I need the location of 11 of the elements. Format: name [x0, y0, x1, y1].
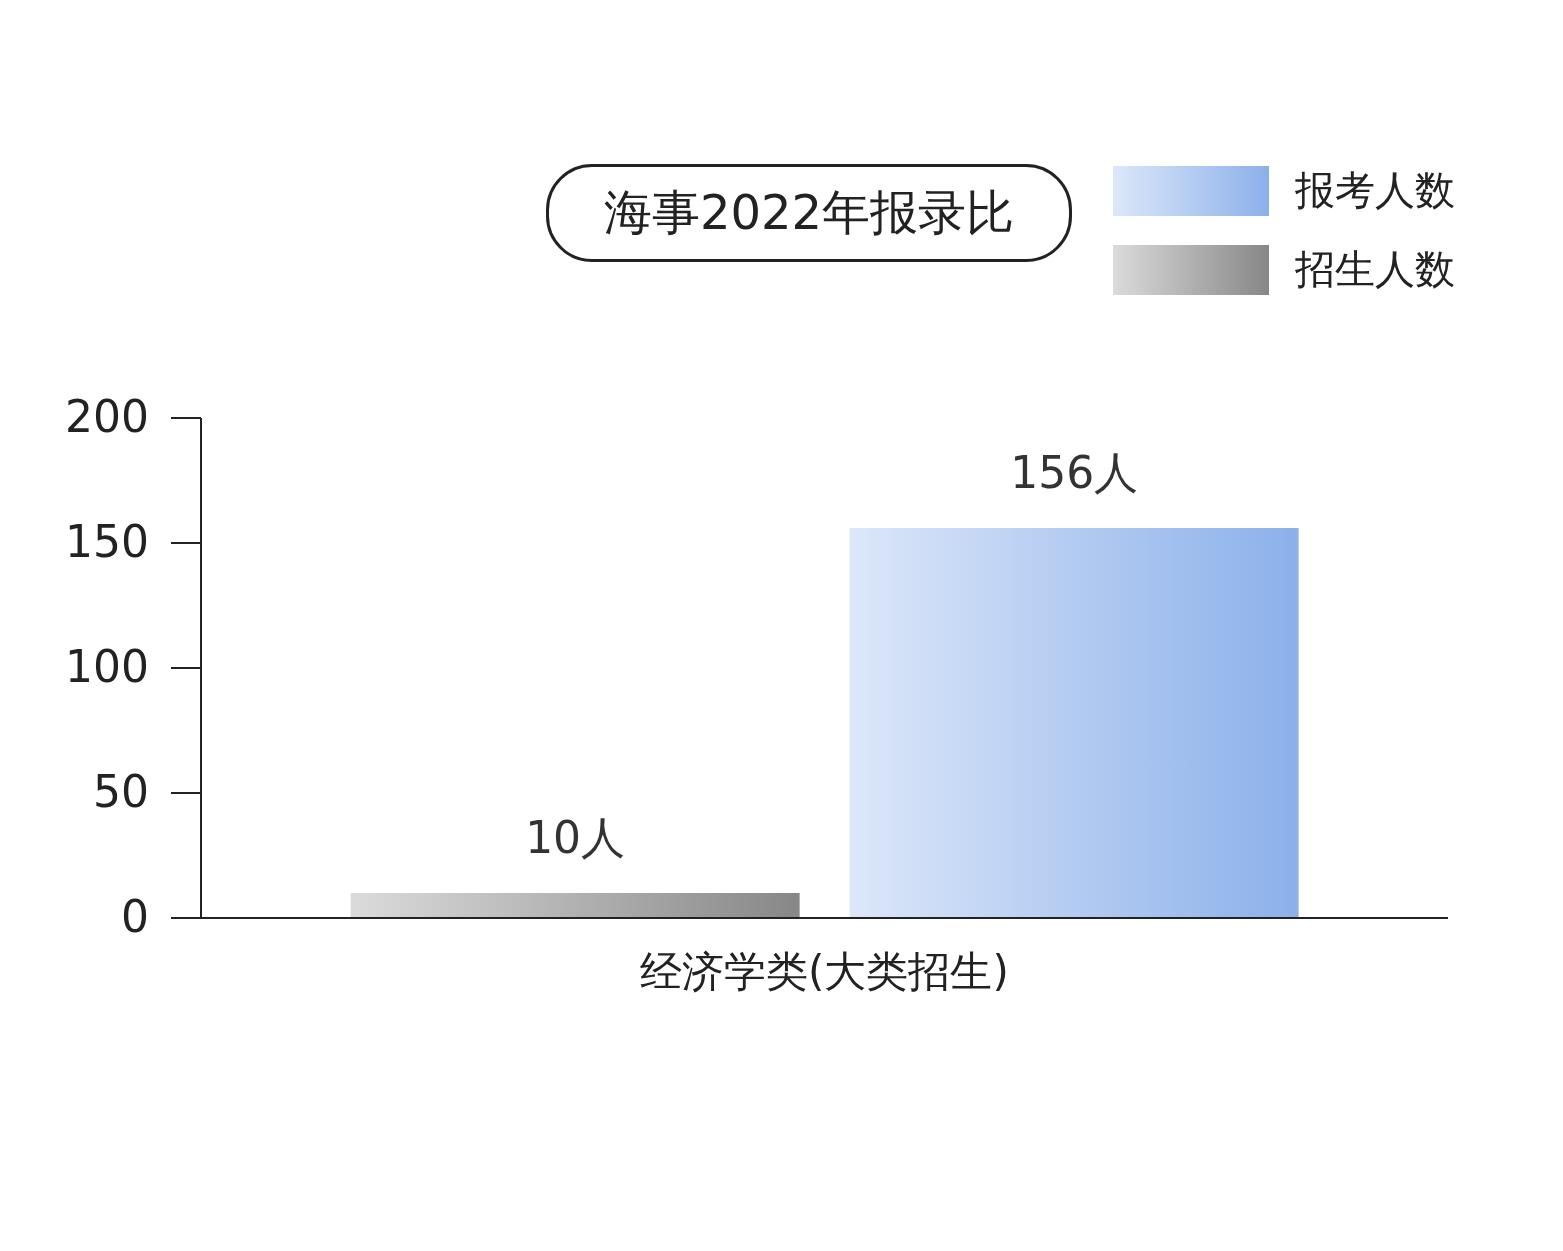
- data-label: 10人: [525, 812, 626, 863]
- y-tick-label: 200: [65, 391, 149, 442]
- y-tick-label: 50: [93, 766, 149, 817]
- legend-label: 报考人数: [1295, 166, 1455, 215]
- data-label: 156人: [1010, 447, 1139, 498]
- y-tick-label: 100: [65, 641, 149, 692]
- chart-title: 海事2022年报录比: [546, 164, 1072, 262]
- y-tick-label: 150: [65, 516, 149, 567]
- legend-label: 招生人数: [1295, 245, 1455, 294]
- x-tick-label: 经济学类(大类招生): [640, 946, 1009, 996]
- y-tick-label: 0: [121, 891, 149, 942]
